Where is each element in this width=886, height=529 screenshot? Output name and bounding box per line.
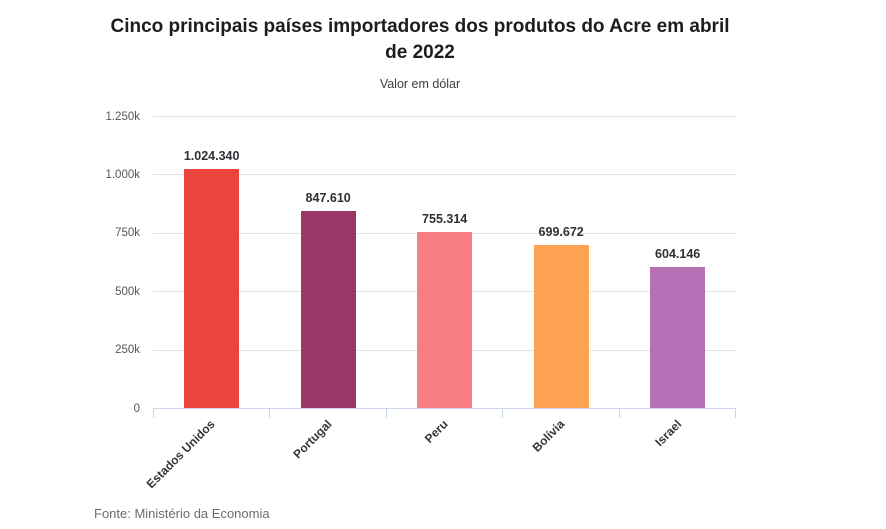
x-axis-tick <box>269 408 271 418</box>
x-axis-label: Peru <box>422 416 452 446</box>
bar-3 <box>533 245 589 409</box>
x-axis-tick <box>618 408 620 418</box>
gridline <box>153 174 736 176</box>
bar-value-label: 847.610 <box>305 190 351 205</box>
bar-value-label: 755.314 <box>422 212 468 227</box>
x-axis-line <box>153 408 736 410</box>
y-axis-label: 1.000k <box>105 168 140 181</box>
x-axis-tick <box>385 408 387 418</box>
y-axis-label: 750k <box>115 227 140 240</box>
bar-0 <box>184 169 240 409</box>
x-axis-label: Israel <box>652 416 685 449</box>
x-axis-tick <box>502 408 504 418</box>
chart-source: Fonte: Ministério da Economia <box>94 506 270 521</box>
y-axis-label: 0 <box>133 402 140 415</box>
x-axis-tick <box>735 408 737 418</box>
y-axis-label: 250k <box>115 344 140 357</box>
x-axis-label: Portugal <box>290 416 335 461</box>
bar-value-label: 604.146 <box>655 247 701 262</box>
y-axis-label: 500k <box>115 285 140 298</box>
x-axis-tick <box>152 408 154 418</box>
bar-4 <box>650 267 706 409</box>
bar-2 <box>417 232 473 409</box>
y-axis-label: 1.250k <box>105 110 140 123</box>
bar-value-label: 1.024.340 <box>183 149 240 164</box>
bar-1 <box>300 210 356 409</box>
x-axis-label: Bolívia <box>529 416 568 455</box>
bar-value-label: 699.672 <box>538 225 584 240</box>
x-axis-label: Estados Unidos <box>144 416 219 491</box>
gridline <box>153 116 736 117</box>
chart-subtitle: Valor em dólar <box>379 77 461 91</box>
chart-title: Cinco principais países importadores dos… <box>110 16 730 63</box>
